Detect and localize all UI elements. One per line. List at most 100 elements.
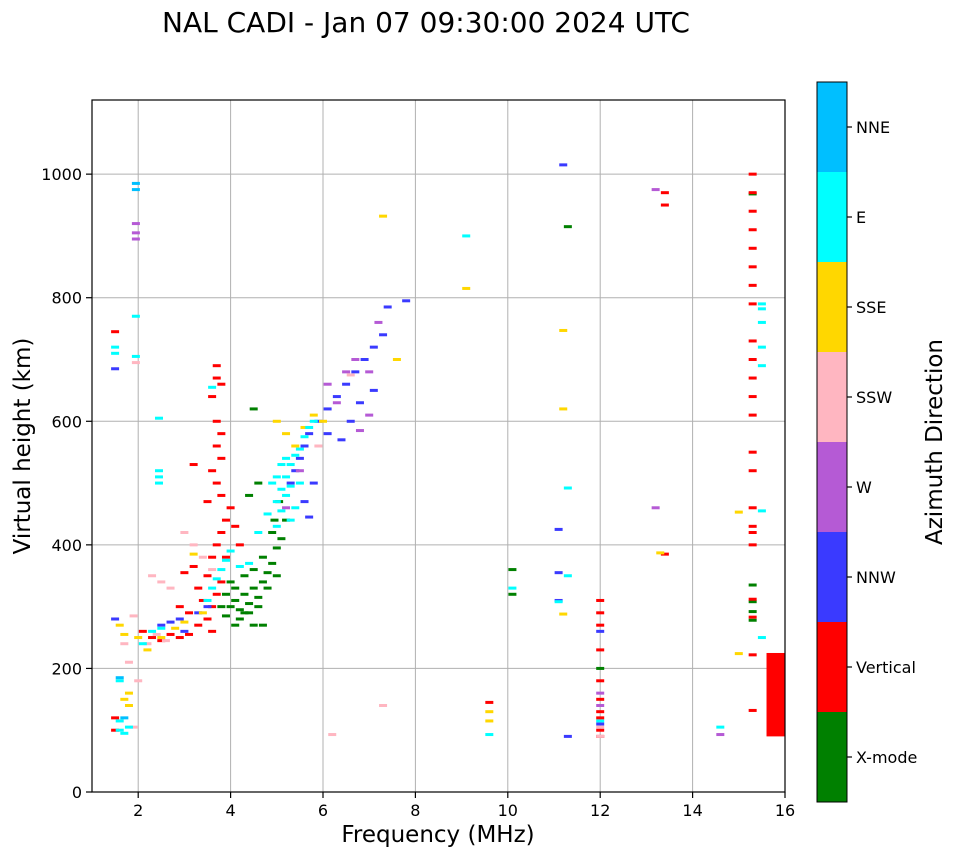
data-point-w — [295, 469, 304, 473]
data-point-vertical — [748, 615, 757, 619]
data-point-vertical — [111, 330, 120, 334]
data-point-nnw — [596, 722, 605, 726]
data-point-vertical — [660, 203, 669, 207]
data-point-vertical — [226, 506, 235, 510]
data-point-vertical — [166, 632, 175, 636]
data-point-sse — [143, 648, 152, 652]
data-point-nnw — [305, 432, 314, 436]
data-point-ssw — [314, 444, 323, 448]
data-point-vertical — [221, 555, 230, 559]
data-point-e — [272, 500, 281, 504]
data-point-x-mode — [240, 611, 249, 615]
data-point-vertical — [175, 605, 184, 609]
data-point-vertical — [596, 598, 605, 602]
data-point-nnw — [332, 395, 341, 399]
data-point-sse — [120, 697, 129, 701]
data-point-vertical — [748, 358, 757, 361]
data-point-e — [203, 598, 212, 602]
data-point-sse — [124, 691, 133, 695]
data-point-sse — [309, 413, 318, 417]
data-point-e — [309, 419, 318, 423]
data-point-sse — [198, 611, 207, 615]
colorbar-swatch-ssw — [817, 352, 847, 442]
data-point-ssw — [148, 574, 157, 578]
data-point-nnw — [111, 367, 120, 371]
data-point-x-mode — [217, 605, 226, 609]
data-point-x-mode — [240, 574, 249, 578]
data-point-sse — [734, 652, 743, 656]
data-point-ssw — [596, 725, 605, 729]
colorbar-frame — [816, 81, 848, 803]
data-point-e — [300, 435, 309, 439]
data-point-vertical — [217, 432, 226, 436]
data-point-e — [277, 509, 286, 513]
data-point-x-mode — [508, 568, 517, 572]
data-point-nnw — [157, 623, 166, 627]
data-point-vertical — [596, 648, 605, 652]
x-axis-label: Frequency (MHz) — [341, 822, 534, 848]
data-point-sse — [115, 623, 124, 627]
data-point-ssw — [596, 734, 605, 738]
data-point-vertical — [748, 653, 757, 657]
y-axis-label: Virtual height (km) — [10, 338, 36, 555]
data-point-ssw — [129, 614, 138, 618]
data-point-w — [374, 320, 383, 324]
data-point-e — [208, 385, 217, 389]
colorbar-title: Azimuth Direction — [922, 339, 948, 545]
data-point-ssw — [379, 704, 388, 707]
data-point-e — [563, 486, 572, 490]
data-point-x-mode — [240, 592, 249, 596]
data-point-e — [563, 574, 572, 578]
data-point-w — [323, 382, 332, 386]
y-tick-label: 800 — [51, 289, 82, 308]
data-point-sse — [189, 552, 198, 556]
data-point-vertical — [198, 598, 207, 602]
data-point-w — [131, 222, 140, 226]
data-point-vertical — [208, 629, 217, 633]
x-tick-label: 12 — [590, 801, 610, 820]
data-point-nnw — [309, 481, 318, 485]
data-point-e — [115, 728, 124, 732]
data-point-x-mode — [235, 617, 244, 621]
data-point-nnw — [323, 432, 332, 436]
data-point-x-mode — [249, 623, 258, 627]
data-point-vertical — [138, 629, 147, 633]
axis-ticks: 2 4 6 8 10 12 14 16 0 200 400 600 800 1000 — [41, 165, 795, 820]
data-point-vertical — [212, 419, 221, 423]
data-point-e — [111, 351, 120, 355]
data-point-x-mode — [272, 546, 281, 550]
data-point-e — [462, 234, 471, 238]
data-point-sse — [282, 432, 291, 436]
data-point-vertical — [748, 506, 757, 510]
data-point-vertical — [111, 728, 120, 732]
data-point-e — [757, 509, 766, 513]
data-point-x-mode — [258, 580, 267, 584]
data-point-w — [596, 704, 605, 707]
data-point-vertical — [748, 209, 757, 213]
data-point-nne — [131, 181, 140, 185]
data-point-vertical — [748, 708, 757, 712]
data-point-x-mode — [748, 610, 757, 614]
data-point-e — [508, 586, 517, 590]
data-point-e — [757, 345, 766, 349]
data-point-e — [221, 558, 230, 562]
data-point-sse — [559, 407, 568, 411]
data-point-sse — [300, 425, 309, 429]
data-point-vertical — [217, 382, 226, 386]
colorbar-label: E — [856, 208, 866, 227]
data-point-vertical — [231, 524, 240, 528]
data-point-e — [138, 642, 147, 646]
data-point-vertical — [157, 639, 166, 643]
data-point-vertical — [212, 444, 221, 448]
data-point-e — [263, 512, 272, 516]
colorbar-swatch-vertical — [817, 622, 847, 712]
data-point-ssw — [134, 679, 143, 683]
data-point-nne — [120, 716, 129, 720]
colorbar-swatch-w — [817, 442, 847, 532]
data-point-x-mode — [258, 623, 267, 627]
data-point-w — [355, 429, 364, 433]
y-tick-label: 1000 — [41, 165, 82, 184]
data-point-nnw — [300, 444, 309, 448]
data-point-e — [154, 481, 163, 485]
data-point-ssw — [166, 586, 175, 590]
